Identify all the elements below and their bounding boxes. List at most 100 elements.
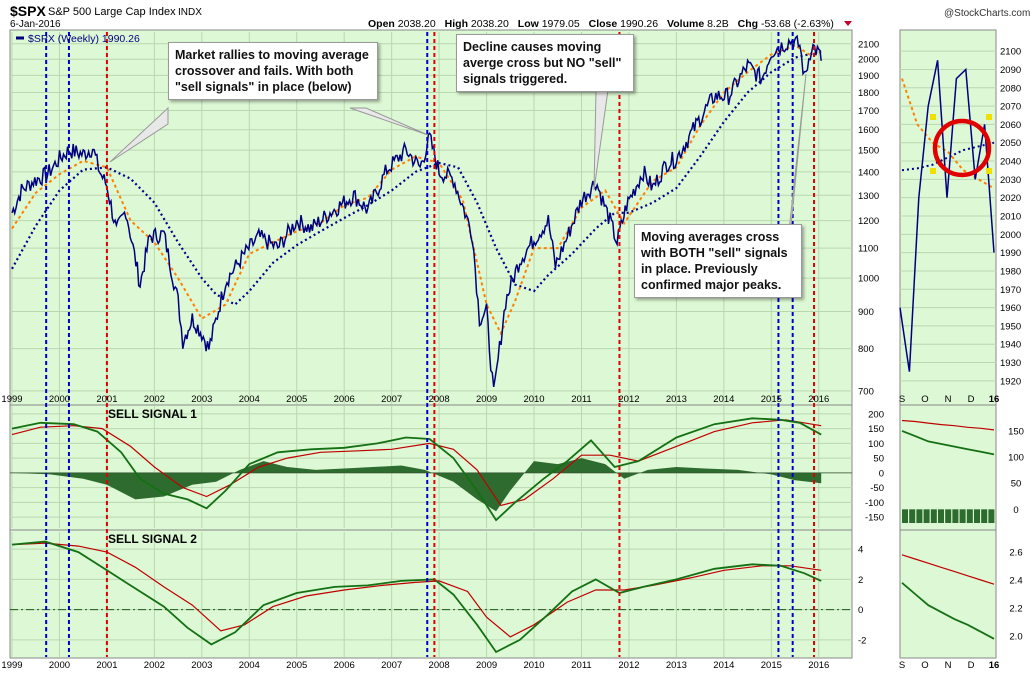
y-tick-label: 0 bbox=[1013, 505, 1018, 516]
y-tick-label: 2000 bbox=[1000, 230, 1021, 241]
zoom-histogram-bar bbox=[916, 509, 923, 523]
zoom-histogram-bar bbox=[959, 509, 966, 523]
y-tick-label: 1400 bbox=[858, 167, 879, 178]
low-value: 1979.05 bbox=[542, 18, 580, 30]
crossover-marker-3 bbox=[930, 168, 936, 174]
signal-1-green-line bbox=[11, 417, 822, 522]
legend-text: $SPX (Weekly) 1990.26 bbox=[28, 33, 140, 45]
zoom-x-tick-label: D bbox=[968, 660, 975, 671]
signal-1-red-line bbox=[11, 419, 822, 507]
open-value: 2038.20 bbox=[398, 18, 436, 30]
low-label: Low bbox=[518, 18, 540, 30]
y-tick-label: 0 bbox=[879, 468, 884, 479]
y-tick-label: 1900 bbox=[858, 71, 879, 82]
y-tick-label: 2080 bbox=[1000, 83, 1021, 94]
open-label: Open bbox=[368, 18, 395, 30]
x-tick-label: 2016 bbox=[808, 660, 829, 671]
zoom-x-tick-label: S bbox=[899, 660, 905, 671]
series-ma-long bbox=[11, 50, 822, 306]
sell-signal-2-panel bbox=[9, 529, 853, 659]
x-tick-label: 2009 bbox=[476, 660, 497, 671]
y-tick-label: 4 bbox=[858, 545, 863, 556]
zoom-histogram-bar bbox=[909, 509, 916, 523]
zoom-histogram-bar bbox=[988, 509, 995, 523]
signal-2-green-line bbox=[11, 540, 822, 654]
x-tick-label: 2015 bbox=[761, 660, 782, 671]
y-tick-label: 700 bbox=[858, 386, 874, 397]
y-tick-label: 50 bbox=[1011, 479, 1022, 490]
x-tick-label: 2008 bbox=[429, 394, 450, 405]
zoom-x-tick-label: S bbox=[899, 394, 905, 405]
y-tick-label: 150 bbox=[1008, 426, 1024, 437]
callout-decline: Decline causes moving averge cross but N… bbox=[456, 34, 634, 92]
zoom-histogram-bar bbox=[923, 509, 930, 523]
zoom-histogram-bar bbox=[952, 509, 959, 523]
x-tick-label: 2007 bbox=[381, 394, 402, 405]
x-tick-label: 2011 bbox=[571, 660, 591, 671]
y-tick-label: 1930 bbox=[1000, 358, 1021, 369]
y-tick-label: 1940 bbox=[1000, 340, 1021, 351]
zoom-histogram-bar bbox=[902, 509, 908, 523]
y-tick-label: 2020 bbox=[1000, 193, 1021, 204]
x-tick-label: 2005 bbox=[286, 660, 307, 671]
zoom-x-tick-label: N bbox=[945, 660, 952, 671]
zoom-histogram-bar bbox=[974, 509, 980, 523]
x-tick-label: 2009 bbox=[476, 394, 497, 405]
ohlc-readout: Open 2038.20 High 2038.20 Low 1979.05 Cl… bbox=[368, 18, 834, 30]
y-tick-label: 1950 bbox=[1000, 321, 1021, 332]
x-tick-label: 2014 bbox=[713, 660, 734, 671]
y-tick-label: 2010 bbox=[1000, 212, 1021, 223]
crossover-circle bbox=[932, 118, 992, 178]
signal-1-histogram bbox=[12, 458, 822, 512]
y-tick-label: 2060 bbox=[1000, 120, 1021, 131]
y-tick-label: 2030 bbox=[1000, 175, 1021, 186]
x-tick-label: 1999 bbox=[1, 394, 22, 405]
x-tick-label: 2003 bbox=[191, 660, 212, 671]
volume-label: Volume bbox=[667, 18, 704, 30]
x-tick-label: 2004 bbox=[239, 660, 260, 671]
y-tick-label: 1980 bbox=[1000, 266, 1021, 277]
date: 6-Jan-2016 bbox=[10, 19, 61, 30]
sell-signal-1-title: SELL SIGNAL 1 bbox=[108, 407, 197, 421]
close-value: 1990.26 bbox=[620, 18, 658, 30]
zoom-price bbox=[899, 60, 995, 372]
x-tick-label: 2012 bbox=[618, 394, 639, 405]
down-arrow-icon bbox=[844, 21, 852, 26]
x-tick-label: 2016 bbox=[808, 394, 829, 405]
y-tick-label: 0 bbox=[858, 605, 863, 616]
y-tick-label: 1000 bbox=[858, 274, 879, 285]
chg-label: Chg bbox=[738, 18, 758, 30]
index-name: S&P 500 Large Cap Index bbox=[48, 6, 176, 18]
zoom-x-tick-label: 16 bbox=[989, 394, 1000, 405]
exchange: INDX bbox=[178, 7, 202, 18]
zoom-x-tick-label: D bbox=[968, 394, 975, 405]
x-tick-label: 2010 bbox=[523, 394, 544, 405]
y-tick-label: 2 bbox=[858, 575, 863, 586]
y-tick-label: 1920 bbox=[1000, 376, 1021, 387]
y-tick-label: 2100 bbox=[858, 39, 879, 50]
zoom-ma-long bbox=[901, 141, 995, 172]
y-tick-label: 900 bbox=[858, 307, 874, 318]
zoom-signal-1-red bbox=[901, 419, 995, 431]
y-tick-label: 1500 bbox=[858, 146, 879, 157]
x-tick-label: 2013 bbox=[666, 660, 687, 671]
sell-signal-1-panel bbox=[9, 404, 853, 531]
x-tick-label: 2008 bbox=[429, 660, 450, 671]
zoom-x-tick-label: N bbox=[945, 394, 952, 405]
crossover-marker-1 bbox=[930, 114, 936, 120]
vertical-signal-lines bbox=[45, 32, 816, 657]
y-tick-label: -100 bbox=[865, 498, 884, 509]
y-tick-label: 2040 bbox=[1000, 157, 1021, 168]
y-tick-label: 2.0 bbox=[1009, 632, 1022, 643]
x-tick-label: 2002 bbox=[144, 394, 165, 405]
y-tick-label: 800 bbox=[858, 344, 874, 355]
x-tick-label: 2000 bbox=[49, 660, 70, 671]
x-tick-label: 2002 bbox=[144, 660, 165, 671]
series-layer bbox=[10, 34, 995, 654]
y-tick-label: 2000 bbox=[858, 55, 879, 66]
x-tick-label: 2000 bbox=[49, 394, 70, 405]
x-tick-label: 2004 bbox=[239, 394, 260, 405]
y-tick-label: 1300 bbox=[858, 191, 879, 202]
y-tick-label: 1970 bbox=[1000, 285, 1021, 296]
